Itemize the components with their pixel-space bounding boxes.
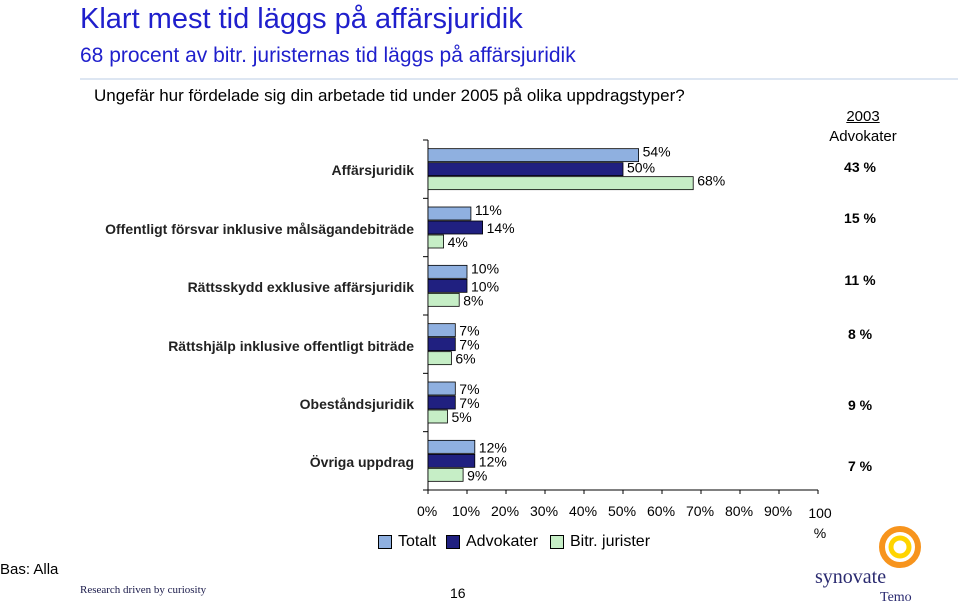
title-divider	[80, 78, 958, 80]
data-label: 7%	[459, 395, 479, 411]
category-label: Obeståndsjuridik	[299, 396, 414, 412]
bar	[427, 453, 476, 468]
data-label: 6%	[455, 351, 475, 367]
data-label: 10%	[471, 278, 499, 294]
bar	[427, 148, 640, 163]
advokater-2003-value: 8 %	[847, 326, 873, 342]
comparison-label: Advokater	[829, 128, 897, 145]
bar	[427, 323, 456, 338]
legend-label: Bitr. jurister	[570, 533, 651, 550]
bar	[427, 292, 460, 307]
page-number: 16	[450, 585, 466, 601]
data-label: 50%	[627, 160, 655, 176]
data-label: 12%	[479, 439, 507, 455]
advokater-2003-value: 43 %	[844, 159, 876, 175]
legend-item-bitr-jurister: Bitr. jurister	[550, 533, 650, 551]
legend-swatch	[446, 535, 460, 549]
x-tick-label: 20%	[491, 503, 520, 519]
data-label: 68%	[697, 173, 725, 189]
data-label: 9%	[467, 467, 487, 483]
bar	[427, 176, 694, 191]
bar	[427, 234, 445, 249]
data-label: 7%	[459, 381, 479, 397]
legend-item-totalt: Totalt	[378, 533, 436, 551]
comparison-year: 2003	[846, 108, 880, 125]
logo-subtext: Temo	[880, 590, 912, 605]
advokater-2003-value: 11 %	[844, 272, 876, 288]
bar	[427, 264, 468, 279]
x-tick-label: 40%	[569, 503, 598, 519]
bar	[427, 206, 472, 221]
legend-swatch	[378, 535, 392, 549]
bar	[427, 409, 448, 424]
data-label: 7%	[459, 337, 479, 353]
category-label: Rättshjälp inklusive offentligt biträde	[168, 338, 414, 354]
legend-label: Totalt	[398, 533, 437, 550]
survey-question: Ungefär hur fördelade sig din arbetade t…	[94, 86, 685, 105]
data-label: 10%	[471, 260, 499, 276]
bar	[427, 220, 483, 235]
data-label: 4%	[448, 234, 468, 250]
x-tick-label: 0%	[417, 503, 438, 519]
bar	[427, 337, 456, 352]
logo-ring	[879, 526, 921, 568]
bar	[427, 278, 468, 293]
legend-label: Advokater	[466, 533, 539, 550]
data-label: 8%	[463, 292, 483, 308]
advokater-2003-value: 7 %	[847, 458, 873, 474]
bar	[427, 467, 464, 482]
x-tick-label: 50%	[608, 503, 637, 519]
advokater-2003-value: 9 %	[847, 397, 873, 413]
category-label: Rättsskydd exklusive affärsjuridik	[187, 279, 414, 295]
bar	[427, 439, 476, 454]
bar	[427, 381, 456, 396]
x-tick-label: 60%	[647, 503, 676, 519]
bar	[427, 395, 456, 410]
x-tick-label: 90%	[764, 503, 793, 519]
logo-wordmark: synovate	[815, 566, 887, 588]
bar	[427, 351, 452, 366]
bar	[427, 162, 624, 177]
x-tick-label: 80%	[725, 503, 754, 519]
data-label: 7%	[459, 323, 479, 339]
x-tick-label: 30%	[530, 503, 559, 519]
legend-item-advokater: Advokater	[446, 533, 538, 551]
comparison-header: 2003 Advokater	[818, 107, 908, 147]
category-label: Offentligt försvar inklusive målsägandeb…	[105, 221, 414, 237]
base-note: Bas: Alla	[0, 561, 59, 578]
synovate-logo-icon	[879, 526, 921, 568]
logo-inner-ring	[888, 535, 912, 559]
data-label: 14%	[487, 220, 515, 236]
data-label: 12%	[479, 453, 507, 469]
data-label: 11%	[475, 202, 502, 218]
legend-swatch	[550, 535, 564, 549]
category-label: Övriga uppdrag	[309, 454, 414, 470]
x-tick-label: 100 %	[808, 505, 832, 541]
page-subtitle: 68 procent av bitr. juristernas tid lägg…	[80, 44, 576, 67]
page-title: Klart mest tid läggs på affärsjuridik	[80, 3, 523, 35]
category-label: Affärsjuridik	[331, 162, 414, 178]
x-tick-label: 10%	[452, 503, 481, 519]
x-tick-label: 70%	[686, 503, 715, 519]
advokater-2003-value: 15 %	[844, 210, 876, 226]
footer-tagline: Research driven by curiosity	[80, 584, 207, 596]
data-label: 54%	[643, 144, 671, 160]
data-label: 5%	[452, 409, 472, 425]
